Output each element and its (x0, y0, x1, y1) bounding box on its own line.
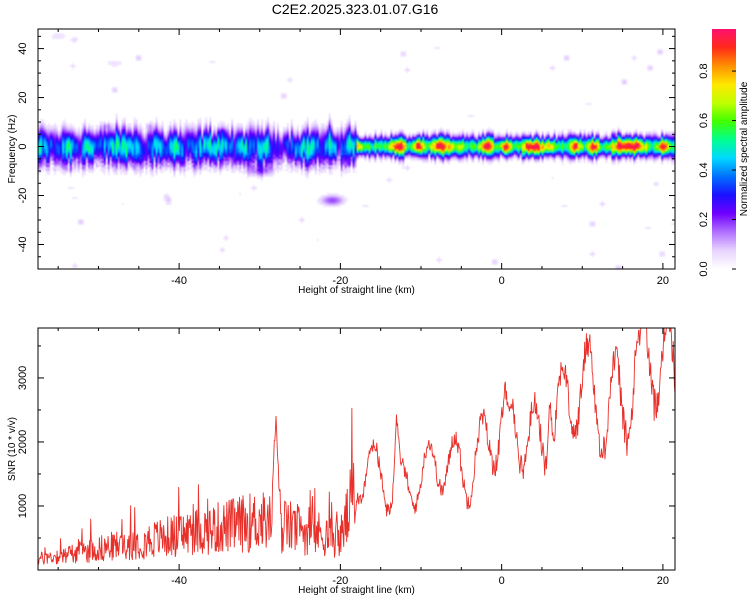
spectrogram-y-axis-label: Frequency (Hz) (7, 115, 18, 184)
snr-plot-area (38, 328, 675, 570)
spectrogram-x-tick-label: -40 (171, 275, 187, 287)
snr-series-line (37, 327, 676, 565)
snr-x-tick-label: -40 (171, 575, 187, 587)
colorbar-gradient (712, 29, 736, 269)
spectrogram-x-tick-label: 20 (657, 275, 669, 287)
snr-y-axis-label: SNR (10 * v/v) (7, 417, 18, 481)
spectrogram-y-tick-label: 20 (17, 91, 29, 103)
snr-y-tick-label: 2000 (17, 430, 29, 454)
spectrogram-x-axis-label: Height of straight line (km) (298, 285, 415, 296)
colorbar-tick-label: 0.4 (698, 162, 710, 177)
spectrogram-image (38, 29, 675, 269)
snr-ticks: -40 -20 0 20 1000 2000 3000 (17, 328, 675, 587)
snr-y-tick-label: 3000 (17, 366, 29, 390)
colorbar-ticks: 0.0 0.2 0.4 0.6 0.8 (698, 63, 736, 277)
snr-panel: -40 -20 0 20 1000 2000 3000 Height of straight… (7, 327, 676, 596)
snr-y-tick-label: 1000 (17, 494, 29, 518)
snr-x-tick-label: 0 (499, 575, 505, 587)
spectrogram-frame (37, 28, 676, 270)
snr-frame (37, 327, 676, 571)
spectrogram-y-tick-label: -20 (17, 188, 29, 204)
colorbar-tick-label: 0.2 (698, 212, 710, 227)
snr-x-tick-label: 20 (657, 575, 669, 587)
spectrogram-y-tick-label: -40 (17, 237, 29, 253)
colorbar: 0.0 0.2 0.4 0.6 0.8 Normalized spectral ampl… (698, 29, 750, 277)
chart-title: C2E2.2025.323.01.07.G16 (272, 1, 439, 17)
colorbar-tick-label: 0.0 (698, 261, 710, 276)
snr-x-tick-label: -20 (332, 575, 348, 587)
colorbar-tick-label: 0.8 (698, 63, 710, 78)
spectrogram-y-tick-label: 40 (17, 42, 29, 54)
spectrogram-x-tick-label: -20 (332, 275, 348, 287)
colorbar-tick-label: 0.6 (698, 113, 710, 128)
colorbar-label: Normalized spectral amplitude (739, 81, 750, 216)
spectrogram-y-tick-label: 0 (17, 143, 29, 149)
spectrogram-panel: -40 -20 0 20 -40 -20 0 20 40 Height of straight … (7, 28, 676, 296)
spectrogram-ticks: -40 -20 0 20 -40 -20 0 20 40 (17, 29, 675, 287)
snr-x-axis-label: Height of straight line (km) (298, 585, 415, 596)
spectrogram-x-tick-label: 0 (499, 275, 505, 287)
